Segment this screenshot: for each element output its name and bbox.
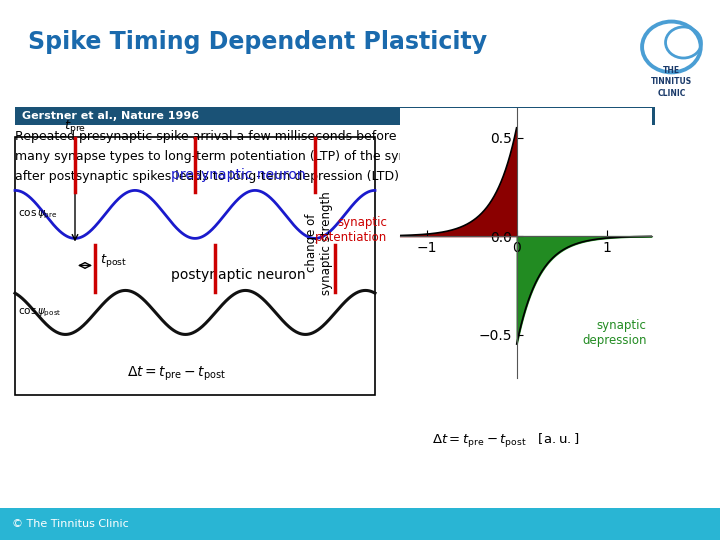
Bar [15,107,655,125]
Text: © The Tinnitus Clinic: © The Tinnitus Clinic [12,519,129,529]
Text: $\Delta t = t_{\rm pre} - t_{\rm post}$   $[\rm a.u.]$: $\Delta t = t_{\rm pre} - t_{\rm post}$ … [432,432,579,450]
Text: $t_{\rm pre}$: $t_{\rm pre}$ [64,118,86,136]
Text: synaptic
potentiation: synaptic potentiation [315,216,387,244]
Text: $\Delta t = t_{\rm pre} - t_{\rm post}$: $\Delta t = t_{\rm pre} - t_{\rm post}$ [127,364,227,383]
Text: THE
TINNITUS
CLINIC: THE TINNITUS CLINIC [651,66,692,98]
Text: Gerstner et al., Nature 1996: Gerstner et al., Nature 1996 [22,111,199,121]
Text: $\cos\psi_{\rm pre}$: $\cos\psi_{\rm pre}$ [18,208,58,221]
Text: presynaptic neuron: presynaptic neuron [171,168,305,183]
Text: postynaptic neuron: postynaptic neuron [171,268,305,282]
Text: many synapse types to long-term potentiation (LTP) of the synapses, whereas repe: many synapse types to long-term potentia… [15,150,644,163]
Text: $\cos\psi_{\rm post}$: $\cos\psi_{\rm post}$ [18,306,61,319]
Text: $t_{\rm post}$: $t_{\rm post}$ [100,252,127,269]
Text: synaptic
depression: synaptic depression [582,319,647,347]
Text: after postsynaptic spikes leads to long-term depression (LTD) of the same synaps: after postsynaptic spikes leads to long-… [15,170,534,183]
Y-axis label: change of
synaptic strength: change of synaptic strength [305,191,333,295]
Bar [0,508,720,540]
Text: Repeated presynaptic spike arrival a few milliseconds before postsynaptic action: Repeated presynaptic spike arrival a few… [15,130,642,143]
Text: Spike Timing Dependent Plasticity: Spike Timing Dependent Plasticity [28,30,487,54]
Bar [15,137,375,395]
